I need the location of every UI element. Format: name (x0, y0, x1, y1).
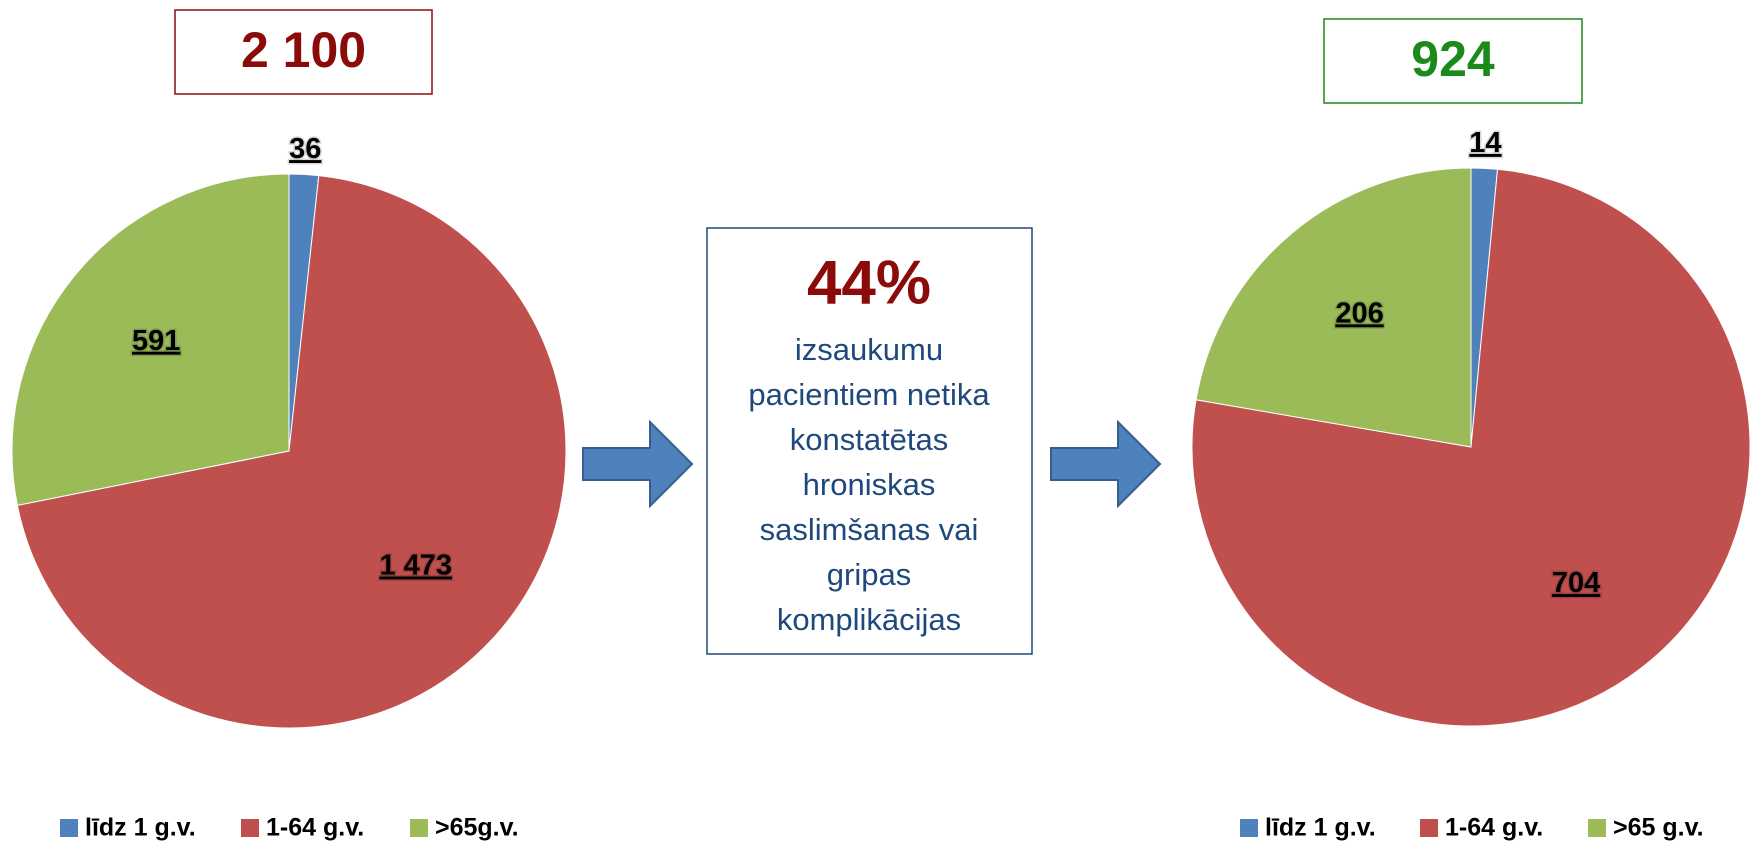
pie-slice (1195, 167, 1472, 448)
callout-text: saslimšanas vai (760, 512, 979, 547)
callout-box (706, 227, 1033, 655)
legend-swatch (60, 819, 78, 837)
data-label: 14 (1469, 127, 1501, 159)
data-label: 1 473 (379, 550, 452, 582)
legend-swatch (410, 819, 428, 837)
pie-slice (1191, 168, 1751, 727)
legend-label: >65g.v. (435, 814, 519, 842)
callout-text: pacientiem netika (748, 377, 990, 412)
callout-text: izsaukumu (795, 332, 943, 367)
legend-label: 1-64 g.v. (1445, 814, 1543, 842)
legend-label: līdz 1 g.v. (1265, 814, 1376, 842)
legend-swatch (1240, 819, 1258, 837)
callout-text: konstatētas (790, 422, 949, 457)
legend-swatch (1588, 819, 1606, 837)
data-label: 591 (132, 325, 180, 357)
legend-label: līdz 1 g.v. (85, 814, 196, 842)
callout-text: komplikācijas (777, 602, 961, 637)
data-label: 704 (1552, 567, 1600, 599)
title-box (1323, 18, 1583, 104)
data-label: 206 (1335, 297, 1383, 329)
callout-text: hroniskas (803, 467, 936, 502)
callout-headline: 44% (807, 248, 931, 317)
chart-title: 2 100 (241, 22, 366, 78)
pie-slice (16, 175, 567, 729)
chart-title: 924 (1411, 31, 1495, 87)
arrow (1050, 419, 1162, 509)
title-box (174, 9, 433, 95)
legend-label: 1-64 g.v. (266, 814, 364, 842)
legend-swatch (1420, 819, 1438, 837)
pie-slice (11, 173, 290, 506)
legend-swatch (241, 819, 259, 837)
legend-label: >65 g.v. (1613, 814, 1704, 842)
arrow (582, 419, 694, 509)
callout-text: gripas (827, 557, 911, 592)
data-label: 36 (289, 133, 321, 165)
